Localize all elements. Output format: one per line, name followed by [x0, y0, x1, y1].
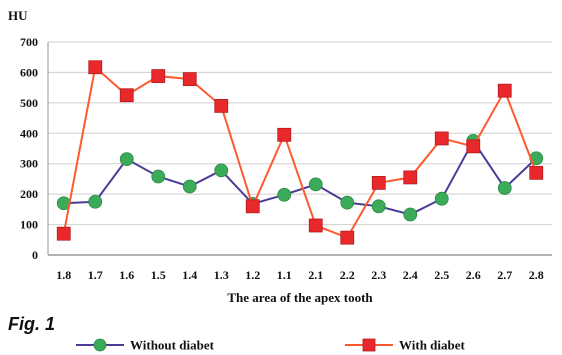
- point-0-10: [371, 199, 386, 214]
- x-axis-label: The area of the apex tooth: [227, 290, 373, 305]
- x-tick-1.7: 1.7: [88, 268, 103, 282]
- point-1-8: [308, 218, 323, 233]
- point-1-5: [214, 99, 229, 113]
- x-tick-2.6: 2.6: [466, 268, 481, 282]
- x-tick-1.1: 1.1: [277, 268, 292, 282]
- legend: Without diabet With diabet: [76, 338, 466, 353]
- point-1-14: [497, 83, 512, 98]
- x-tick-1.4: 1.4: [182, 268, 197, 282]
- y-tick-300: 300: [20, 157, 38, 171]
- point-0-12: [434, 191, 449, 206]
- point-0-9: [340, 195, 355, 210]
- point-0-2: [119, 152, 134, 167]
- point-0-3: [151, 169, 166, 184]
- y-tick-700: 700: [20, 35, 38, 49]
- point-1-9: [340, 230, 355, 245]
- x-tick-2.2: 2.2: [340, 268, 355, 282]
- point-0-7: [277, 187, 292, 202]
- x-tick-2.3: 2.3: [371, 268, 386, 282]
- point-1-1: [88, 60, 103, 75]
- point-1-10: [371, 175, 386, 190]
- figure-label: Fig. 1: [8, 314, 55, 334]
- point-0-14: [497, 181, 512, 195]
- y-tick-400: 400: [20, 126, 38, 140]
- point-0-4: [182, 179, 197, 194]
- x-tick-2.1: 2.1: [308, 268, 323, 282]
- x-tick-1.8: 1.8: [56, 268, 71, 282]
- point-0-11: [403, 207, 418, 222]
- legend-marker-0: [93, 338, 107, 352]
- x-tick-1.2: 1.2: [245, 268, 260, 282]
- point-1-11: [403, 170, 418, 185]
- x-tick-2.4: 2.4: [403, 268, 418, 282]
- y-tick-500: 500: [20, 96, 38, 110]
- point-1-7: [277, 127, 292, 142]
- x-tick-2.5: 2.5: [434, 268, 449, 282]
- point-1-12: [434, 131, 449, 146]
- y-tick-600: 600: [20, 65, 38, 79]
- x-tick-1.6: 1.6: [119, 268, 134, 282]
- y-tick-labels: 0 100 200 300 400 500 600 700: [20, 35, 38, 262]
- x-tick-1.5: 1.5: [151, 268, 166, 282]
- y-axis-label: HU: [8, 8, 28, 23]
- point-0-8: [308, 177, 323, 192]
- y-tick-0: 0: [32, 248, 38, 262]
- y-tick-200: 200: [20, 187, 38, 201]
- x-tick-2.8: 2.8: [529, 268, 544, 282]
- legend-marker-1: [362, 338, 376, 352]
- x-tick-1.3: 1.3: [214, 268, 229, 282]
- point-1-4: [182, 72, 197, 87]
- point-0-1: [88, 194, 103, 209]
- x-tick-2.7: 2.7: [497, 268, 512, 282]
- point-1-6: [245, 199, 260, 214]
- point-1-3: [151, 69, 166, 83]
- series-1: [56, 60, 544, 245]
- legend-label-0: Without diabet: [130, 338, 215, 353]
- point-0-5: [214, 163, 229, 178]
- point-1-2: [119, 88, 134, 103]
- point-1-13: [466, 139, 481, 154]
- series-line-1: [62, 65, 538, 239]
- x-tick-labels: 1.8 1.7 1.6 1.5 1.4 1.3 1.2 1.1 2.1 2.2 2.3 2.4 2.5 2…: [56, 268, 544, 282]
- series-line-0: [63, 138, 537, 216]
- series-layer: [56, 60, 544, 245]
- grid: [47, 41, 552, 256]
- legend-label-1: With diabet: [399, 338, 466, 353]
- point-1-15: [529, 165, 544, 180]
- y-tick-100: 100: [20, 218, 38, 232]
- point-1-0: [56, 226, 71, 241]
